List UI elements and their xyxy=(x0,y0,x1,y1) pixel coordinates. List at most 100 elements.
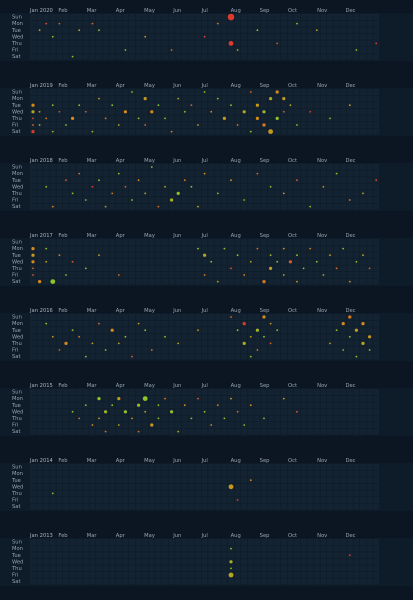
heatmap-cell xyxy=(168,552,175,559)
heatmap-cell xyxy=(346,470,353,477)
heatmap-cell xyxy=(30,14,36,20)
heatmap-cell xyxy=(221,353,228,360)
heatmap-cell xyxy=(69,539,76,545)
heatmap-cell xyxy=(195,503,201,510)
heatmap-cell xyxy=(135,578,142,585)
heatmap-cell xyxy=(181,503,188,510)
heatmap-cell xyxy=(89,408,96,415)
data-point xyxy=(71,192,74,195)
month-label: Sep xyxy=(260,458,270,464)
heatmap-cell xyxy=(148,122,155,128)
heatmap-cell xyxy=(201,545,208,552)
heatmap-cell xyxy=(360,278,366,285)
heatmap-cell xyxy=(43,128,50,135)
heatmap-cell xyxy=(162,545,168,552)
heatmap-cell xyxy=(56,170,63,177)
year-label: Jan 2018 xyxy=(29,158,53,164)
heatmap-cell xyxy=(333,20,340,27)
heatmap-cell xyxy=(155,503,162,510)
heatmap-cell xyxy=(49,108,56,115)
heatmap-cell xyxy=(267,477,274,484)
heatmap-cell xyxy=(142,320,149,327)
heatmap-cell xyxy=(360,490,366,497)
heatmap-cell xyxy=(155,122,162,128)
heatmap-cell xyxy=(201,164,208,170)
heatmap-cell xyxy=(313,565,320,572)
heatmap-cell xyxy=(340,552,347,559)
heatmap-cell xyxy=(228,33,234,40)
heatmap-cell xyxy=(201,40,208,47)
heatmap-cell xyxy=(353,272,360,278)
heatmap-cell xyxy=(234,483,241,490)
heatmap-cell xyxy=(115,320,122,327)
heatmap-cell xyxy=(360,497,366,503)
heatmap-cell xyxy=(122,20,129,27)
heatmap-cell xyxy=(96,183,102,190)
heatmap-cell xyxy=(63,14,69,20)
heatmap-cell xyxy=(56,177,63,184)
day-label: Sun xyxy=(12,240,22,246)
heatmap-cell xyxy=(43,95,50,102)
day-label: Tue xyxy=(11,328,21,334)
data-point xyxy=(210,110,213,113)
data-point xyxy=(91,424,94,426)
heatmap-cell xyxy=(43,170,50,177)
heatmap-cell xyxy=(208,278,215,285)
heatmap-cell xyxy=(320,265,327,272)
heatmap-cell xyxy=(214,102,221,109)
heatmap-cell xyxy=(327,347,333,353)
heatmap-cell xyxy=(148,572,155,578)
heatmap-cell xyxy=(43,503,50,510)
heatmap-cell xyxy=(36,422,43,428)
heatmap-cell xyxy=(287,265,294,272)
heatmap-cell xyxy=(241,347,248,353)
heatmap-cell xyxy=(340,470,347,477)
heatmap-cell xyxy=(188,389,195,395)
data-point xyxy=(183,110,186,113)
heatmap-cell xyxy=(333,203,340,210)
heatmap-cell xyxy=(333,53,340,60)
heatmap-cell xyxy=(261,395,267,402)
heatmap-cell xyxy=(208,558,215,565)
heatmap-cell xyxy=(129,490,135,497)
heatmap-cell xyxy=(320,203,327,210)
heatmap-cell xyxy=(155,95,162,102)
heatmap-cell xyxy=(188,258,195,265)
heatmap-cell xyxy=(49,415,56,422)
heatmap-cell xyxy=(247,183,254,190)
heatmap-cell xyxy=(208,265,215,272)
heatmap-cell xyxy=(353,503,360,510)
heatmap-cell xyxy=(175,565,182,572)
heatmap-cell xyxy=(221,545,228,552)
heatmap-cell xyxy=(168,14,175,20)
heatmap-cell xyxy=(82,558,89,565)
heatmap-cell xyxy=(300,490,307,497)
heatmap-cell xyxy=(175,272,182,278)
heatmap-cell xyxy=(366,578,373,585)
heatmap-cell xyxy=(313,389,320,395)
month-label: Jun xyxy=(172,8,181,14)
heatmap-cell xyxy=(340,14,347,20)
heatmap-cell xyxy=(228,552,234,559)
heatmap-cell xyxy=(168,95,175,102)
heatmap-cell xyxy=(168,483,175,490)
heatmap-cell xyxy=(241,27,248,34)
heatmap-cell xyxy=(96,477,102,484)
heatmap-cell xyxy=(267,558,274,565)
heatmap-cell xyxy=(56,490,63,497)
heatmap-cell xyxy=(76,545,83,552)
heatmap-cell xyxy=(287,572,294,578)
heatmap-cell xyxy=(261,545,267,552)
heatmap-cell xyxy=(162,565,168,572)
month-label: Dec xyxy=(345,83,355,89)
heatmap-cell xyxy=(366,572,373,578)
heatmap-cell xyxy=(89,252,96,259)
heatmap-cell xyxy=(49,545,56,552)
heatmap-cell xyxy=(109,470,116,477)
heatmap-cell xyxy=(49,170,56,177)
month-label: Mar xyxy=(87,233,98,239)
heatmap-cell xyxy=(175,483,182,490)
heatmap-cell xyxy=(373,89,380,95)
heatmap-cell xyxy=(208,20,215,27)
data-point xyxy=(296,124,298,126)
